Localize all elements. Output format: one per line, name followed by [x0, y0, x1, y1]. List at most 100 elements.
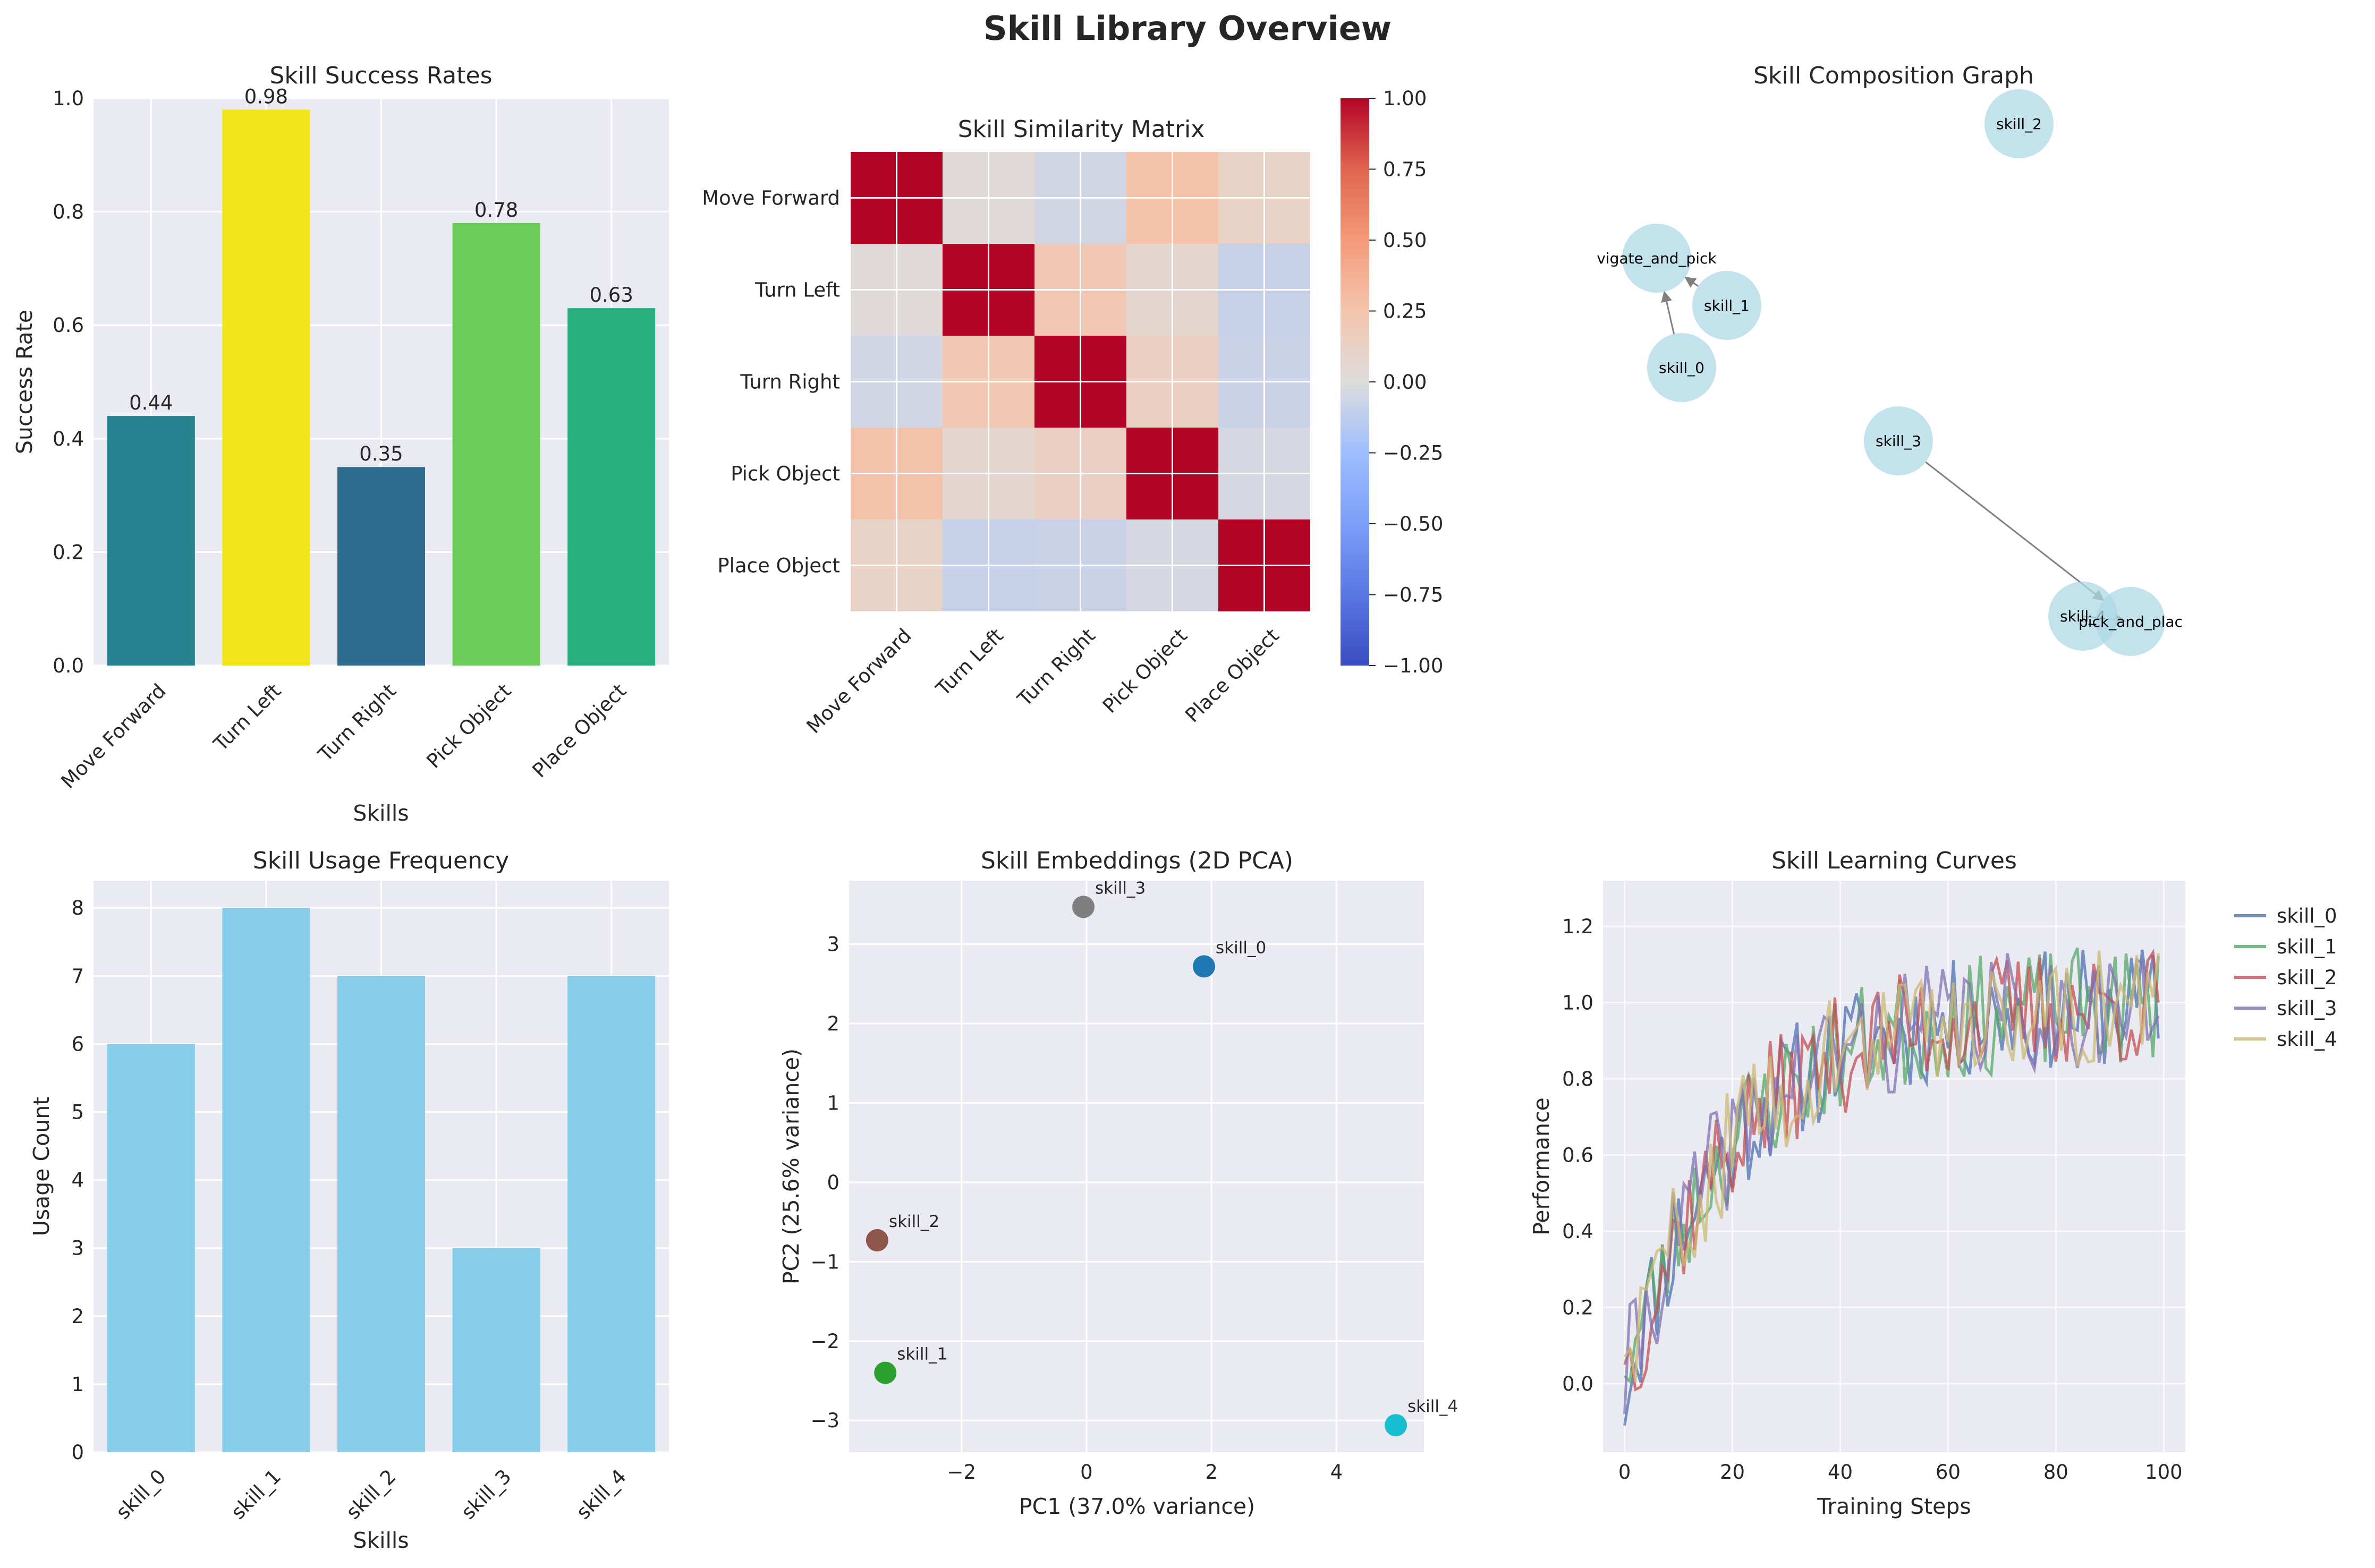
- graph-node-label: skill_3: [1876, 432, 1921, 450]
- bar: [222, 109, 310, 666]
- y-tick-label: 3: [827, 933, 839, 956]
- series-line: [1623, 950, 2160, 1382]
- y-tick-label: 0: [827, 1171, 839, 1194]
- x-tick-label: Move Forward: [57, 679, 171, 793]
- grid: [849, 881, 1424, 1452]
- graph-nodes: skill_2 vigate_and_pick skill_1 skill_0skil…: [1597, 89, 2183, 656]
- bar-value-label: 0.35: [359, 442, 403, 465]
- x-tick-label: 4: [1330, 1461, 1343, 1484]
- colorbar-tick-label: 1.00: [1383, 87, 1427, 110]
- bars: [107, 109, 656, 666]
- value-labels: 0.44 0.98 0.35 0.78 0.63: [129, 85, 633, 465]
- row-labels: Move Forward Turn Left Turn Right Pick Obje…: [702, 187, 840, 577]
- col-label: Place Object: [1181, 624, 1283, 727]
- bar-value-label: 0.78: [474, 199, 518, 221]
- colorbar-tick-label: −0.25: [1383, 442, 1443, 465]
- y-tick-label: 0.2: [53, 541, 84, 564]
- y-tick-label: −2: [810, 1330, 839, 1353]
- chart-title: Skill Composition Graph: [1753, 62, 2034, 89]
- legend-label: skill_0: [2277, 905, 2337, 927]
- graph-node: [2096, 587, 2165, 656]
- y-tick-label: 3: [71, 1237, 84, 1260]
- y-axis-label: Performance: [1529, 1097, 1554, 1235]
- ticks: 0 20 40 60 80 100 0.0 0.2 0.4 0.6 0.8 1.0 1.2: [1562, 915, 2183, 1484]
- panel-learning-curves: 0 20 40 60 80 100 0.0 0.2 0.4 0.6 0.8 1.0 1.2 skill_…: [1529, 847, 2337, 1519]
- graph-node-label: skill_1: [1704, 297, 1750, 314]
- graph-node-label: pick_and_plac: [2079, 613, 2183, 630]
- y-tick-label: 0.8: [53, 201, 84, 224]
- y-tick-label: 0.6: [1562, 1144, 1593, 1166]
- point-label: skill_1: [897, 1345, 947, 1364]
- y-tick-label: 2: [827, 1012, 839, 1035]
- x-tick-label: Pick Object: [422, 679, 516, 773]
- x-tick-label: −2: [947, 1461, 976, 1484]
- x-tick-label: 60: [1936, 1461, 1961, 1484]
- y-tick-label: 0.6: [53, 314, 84, 337]
- panel-pca-scatter: skill_0 skill_1 skill_2 skill_3 skill_4 −2 0 2…: [778, 847, 1458, 1519]
- y-ticks: 0 1 2 3 4 5 6 7 8: [71, 897, 84, 1464]
- y-tick-label: 7: [71, 965, 84, 987]
- y-tick-label: −1: [810, 1250, 839, 1273]
- colorbar-tick-label: −0.75: [1383, 584, 1443, 607]
- y-tick-label: 6: [71, 1033, 84, 1055]
- graph-node: [1864, 406, 1933, 475]
- x-tick-label: Turn Left: [209, 679, 285, 756]
- colorbar: [1341, 98, 1369, 666]
- x-ticks: skill_0 skill_1 skill_2 skill_3 skill_4: [112, 1465, 631, 1524]
- ticks: −2 0 2 4 −3 −2 −1 0 1 2 3: [810, 933, 1343, 1484]
- graph-node-label: vigate_and_pick: [1597, 250, 1717, 267]
- bar-value-label: 0.98: [244, 85, 288, 108]
- figure-title: Skill Library Overview: [983, 9, 1392, 48]
- y-axis-label: PC2 (25.6% variance): [778, 1049, 804, 1284]
- chart-title: Skill Embeddings (2D PCA): [981, 847, 1293, 874]
- colorbar-tick-label: −1.00: [1383, 654, 1443, 677]
- scatter-point: [874, 1361, 897, 1384]
- y-tick-label: 1.0: [1562, 992, 1593, 1015]
- bar: [452, 223, 540, 666]
- y-tick-label: 0.8: [1562, 1068, 1593, 1090]
- y-tick-label: 0: [71, 1441, 84, 1464]
- graph-edge: [1684, 277, 1699, 288]
- scatter-point: [1385, 1414, 1407, 1437]
- y-tick-label: 5: [71, 1101, 84, 1124]
- row-label: Move Forward: [702, 187, 840, 210]
- bar: [452, 1248, 540, 1452]
- col-label: Move Forward: [802, 624, 916, 738]
- bar: [567, 308, 656, 666]
- y-tick-label: 0.2: [1562, 1296, 1593, 1319]
- bar-value-label: 0.44: [129, 391, 173, 414]
- series-lines: [1623, 947, 2160, 1426]
- x-tick-label: Turn Right: [313, 679, 401, 766]
- series-line: [1623, 953, 2160, 1414]
- row-label: Turn Right: [740, 371, 840, 394]
- point-label: skill_0: [1216, 938, 1266, 957]
- heatmap-grid: [851, 152, 1310, 611]
- graph-node: [1984, 89, 2054, 158]
- y-tick-label: 0.4: [1562, 1220, 1593, 1243]
- y-tick-label: 1: [71, 1373, 84, 1396]
- legend: skill_0 skill_1 skill_2 skill_3 skill_4: [2234, 905, 2337, 1051]
- legend-label: skill_3: [2277, 997, 2337, 1020]
- point-label: skill_4: [1407, 1397, 1458, 1416]
- y-ticks: 0.0 0.2 0.4 0.6 0.8 1.0: [53, 87, 84, 677]
- x-axis-label: Skills: [353, 800, 409, 826]
- x-tick-label: 0: [1080, 1461, 1093, 1484]
- x-tick-label: Place Object: [528, 679, 631, 782]
- colorbar-ticks: 1.00 0.75 0.50 0.25 0.00 −0.25 −0.50 −0.75 −1.00: [1369, 87, 1443, 677]
- colorbar-tick-label: 0.75: [1383, 158, 1427, 181]
- graph-node-label: skill_0: [1659, 359, 1704, 377]
- row-label: Turn Left: [754, 279, 840, 302]
- y-tick-label: 0.0: [1562, 1373, 1593, 1395]
- x-tick-label: 80: [2043, 1461, 2068, 1484]
- y-tick-label: 1: [827, 1092, 839, 1114]
- panel-composition-graph: skill_2 vigate_and_pick skill_1 skill_0skil…: [1597, 62, 2183, 656]
- x-axis-label: Skills: [353, 1528, 409, 1553]
- y-tick-label: 4: [71, 1169, 84, 1192]
- col-label: Pick Object: [1098, 624, 1192, 718]
- col-label: Turn Left: [931, 624, 1008, 701]
- plot-area: [849, 881, 1424, 1452]
